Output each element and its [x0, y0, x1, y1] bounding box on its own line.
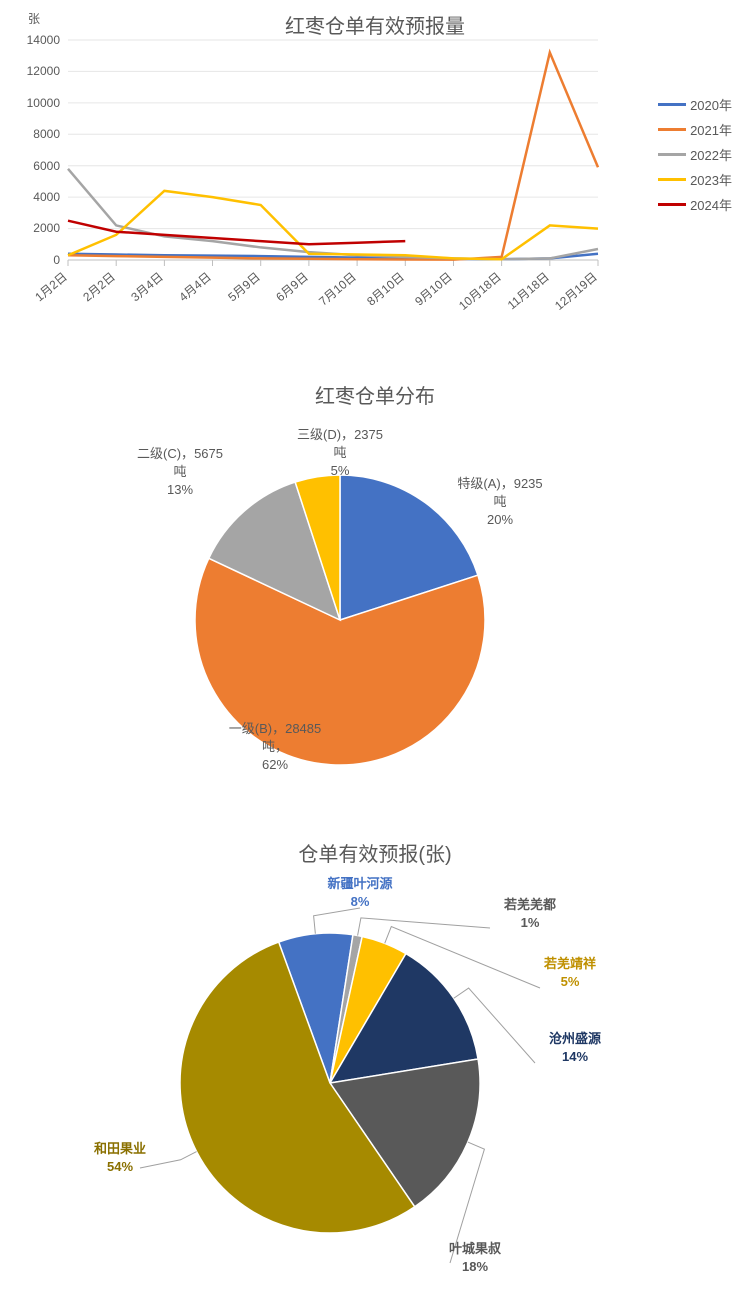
svg-text:8000: 8000	[33, 127, 60, 141]
pie2-label-4: 叶城果叔 18%	[420, 1240, 530, 1276]
slice-name: 二级(C)	[137, 446, 181, 461]
legend-label: 2020年	[690, 95, 732, 114]
svg-text:6月9日: 6月9日	[273, 270, 311, 305]
slice-unit: 吨	[173, 464, 186, 479]
legend-2024: 2024年	[658, 195, 732, 214]
slice-name: 和田果业	[94, 1141, 146, 1156]
slice-value: 2375	[354, 427, 383, 442]
slice-name: 三级(D)	[297, 427, 341, 442]
slice-percent: 5%	[561, 974, 580, 989]
svg-text:2000: 2000	[33, 221, 60, 235]
svg-text:11月18日: 11月18日	[505, 270, 552, 313]
slice-percent: 18%	[462, 1259, 488, 1274]
svg-text:14000: 14000	[27, 33, 61, 47]
slice-unit: 吨	[333, 445, 346, 460]
slice-name: 一级(B)	[229, 721, 272, 736]
legend-2022: 2022年	[658, 145, 732, 164]
slice-name: 若羌靖祥	[544, 956, 596, 971]
slice-percent: 54%	[107, 1159, 133, 1174]
slice-unit: 吨，	[262, 739, 288, 754]
legend-label: 2021年	[690, 120, 732, 139]
svg-text:8月10日: 8月10日	[364, 270, 407, 309]
svg-text:7月10日: 7月10日	[316, 270, 359, 309]
legend-2021: 2021年	[658, 120, 732, 139]
pie1-title: 红枣仓单分布	[0, 350, 750, 409]
legend-2023: 2023年	[658, 170, 732, 189]
slice-percent: 8%	[351, 894, 370, 909]
svg-text:1月2日: 1月2日	[32, 270, 70, 305]
svg-text:3月4日: 3月4日	[128, 270, 166, 305]
pie2-label-2: 若羌靖祥 5%	[520, 955, 620, 991]
slice-value: 5675	[194, 446, 223, 461]
slice-name: 新疆叶河源	[327, 876, 392, 891]
slice-value: 28485	[285, 721, 321, 736]
pie2-svg	[0, 868, 750, 1308]
line-chart-svg: 0 2000 4000 6000 8000 10000 12000 14000	[0, 0, 750, 350]
svg-text:0: 0	[53, 253, 60, 267]
svg-text:6000: 6000	[33, 159, 60, 173]
pie1-label-d: 三级(D)，2375 吨 5%	[275, 426, 405, 481]
pie2-label-5: 和田果业 54%	[70, 1140, 170, 1176]
slice-percent: 1%	[521, 915, 540, 930]
svg-text:2月2日: 2月2日	[80, 270, 118, 305]
svg-text:10月18日: 10月18日	[456, 270, 504, 313]
pie2-label-1: 若羌羌都 1%	[480, 896, 580, 932]
pie2-section: 仓单有效预报(张) 新疆叶河源 8% 若羌羌都 1% 若羌靖祥 5% 沧州盛源 …	[0, 820, 750, 1310]
svg-text:4000: 4000	[33, 190, 60, 204]
svg-text:12000: 12000	[27, 64, 61, 78]
legend-label: 2022年	[690, 145, 732, 164]
slice-percent: 5%	[331, 463, 350, 478]
svg-text:5月9日: 5月9日	[225, 270, 263, 305]
svg-text:9月10日: 9月10日	[412, 270, 455, 309]
svg-text:4月4日: 4月4日	[176, 270, 214, 305]
slice-percent: 14%	[562, 1049, 588, 1064]
svg-text:10000: 10000	[27, 96, 61, 110]
slice-percent: 20%	[487, 512, 513, 527]
legend-label: 2023年	[690, 170, 732, 189]
pie1-label-c: 二级(C)，5675 吨 13%	[110, 445, 250, 500]
legend-2020: 2020年	[658, 95, 732, 114]
slice-value: 9235	[514, 476, 543, 491]
svg-text:12月19日: 12月19日	[552, 270, 600, 313]
pie2-label-3: 沧州盛源 14%	[525, 1030, 625, 1066]
pie1-label-b: 一级(B)，28485 吨， 62%	[185, 720, 365, 775]
line-chart-legend: 2020年 2021年 2022年 2023年 2024年	[658, 95, 732, 220]
legend-label: 2024年	[690, 195, 732, 214]
slice-percent: 62%	[262, 757, 288, 772]
slice-name: 叶城果叔	[449, 1241, 501, 1256]
slice-percent: 13%	[167, 482, 193, 497]
pie2-title: 仓单有效预报(张)	[0, 820, 750, 867]
pie1-label-a: 特级(A)，9235 吨 20%	[430, 475, 570, 530]
slice-name: 特级(A)	[457, 476, 500, 491]
slice-name: 沧州盛源	[549, 1031, 601, 1046]
line-chart-section: 张 红枣仓单有效预报量 0 2000 4000 6000 8000 10000 …	[0, 0, 750, 350]
pie2-label-0: 新疆叶河源 8%	[300, 875, 420, 911]
pie1-section: 红枣仓单分布 特级(A)，9235 吨 20% 一级(B)，28485 吨， 6…	[0, 350, 750, 820]
slice-unit: 吨	[493, 494, 506, 509]
slice-name: 若羌羌都	[504, 897, 556, 912]
